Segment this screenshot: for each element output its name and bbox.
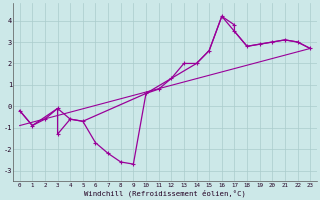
X-axis label: Windchill (Refroidissement éolien,°C): Windchill (Refroidissement éolien,°C) [84,189,246,197]
